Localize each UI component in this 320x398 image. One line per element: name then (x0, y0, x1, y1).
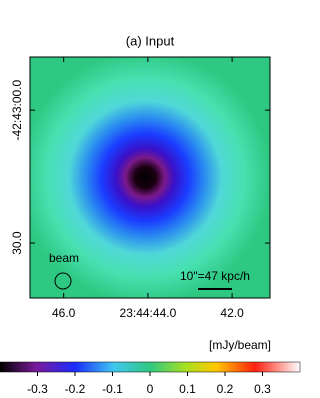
beam (54, 272, 72, 290)
colorbar-label: [mJy/beam] (209, 338, 271, 352)
colorbar-tick-label: -0.3 (27, 382, 48, 396)
colorbar-tick-label: 0.1 (179, 382, 196, 396)
annotation: 10"=47 kpc/h (180, 269, 250, 283)
colorbar-tick-label: -0.1 (102, 382, 123, 396)
annotation: beam (49, 251, 79, 265)
x-tick-label: 23:44:44.0 (120, 306, 177, 320)
colorbar (0, 361, 301, 373)
figure: (a) Input beam 10"=47 kpc/h [mJy/beam] 4… (0, 33, 301, 396)
colorbar-tick-label: -0.2 (65, 382, 86, 396)
image (29, 56, 271, 299)
y-tick-label: 30.0 (10, 231, 24, 255)
colorbar-tick-label: 0.2 (217, 382, 234, 396)
colorbar-tick-label: 0.3 (254, 382, 271, 396)
y-tick-label: -42:43:00.0 (10, 79, 24, 140)
chart-title: (a) Input (126, 33, 175, 48)
colorbar-tick-label: 0 (147, 382, 154, 396)
x-tick-label: 46.0 (52, 306, 76, 320)
x-tick-label: 42.0 (220, 306, 244, 320)
